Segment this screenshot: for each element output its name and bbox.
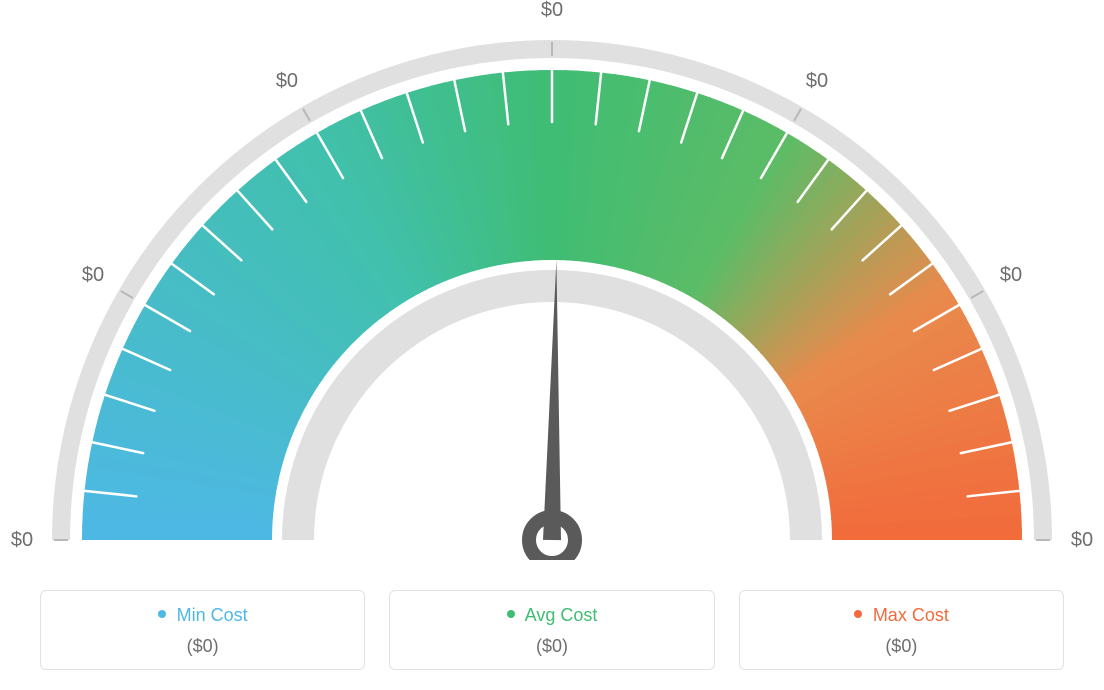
legend-card-min: Min Cost ($0) — [40, 590, 365, 670]
legend-label-avg: Avg Cost — [525, 605, 598, 625]
legend-dot-max — [854, 610, 862, 618]
gauge-tick-label: $0 — [1071, 529, 1093, 551]
legend-title-max: Max Cost — [750, 605, 1053, 626]
legend-dot-min — [158, 610, 166, 618]
legend-value-avg: ($0) — [400, 636, 703, 657]
legend-title-min: Min Cost — [51, 605, 354, 626]
gauge-tick-label: $0 — [276, 70, 298, 92]
legend-card-max: Max Cost ($0) — [739, 590, 1064, 670]
gauge-tick-label: $0 — [82, 264, 104, 286]
legend-value-min: ($0) — [51, 636, 354, 657]
gauge-cost-chart: $0 $0 $0 $0 $0 $0 $0 Min Cost ($0) Avg Cost ($… — [0, 0, 1104, 690]
gauge-tick-label: $0 — [541, 0, 563, 21]
legend-label-min: Min Cost — [177, 605, 248, 625]
legend-value-max: ($0) — [750, 636, 1053, 657]
legend-dot-avg — [507, 610, 515, 618]
legend-row: Min Cost ($0) Avg Cost ($0) Max Cost ($0… — [40, 590, 1064, 670]
gauge-tick-label: $0 — [1000, 264, 1022, 286]
gauge-tick-label: $0 — [11, 529, 33, 551]
gauge-svg: $0 $0 $0 $0 $0 $0 $0 — [0, 0, 1104, 560]
gauge-area: $0 $0 $0 $0 $0 $0 $0 — [0, 0, 1104, 560]
legend-label-max: Max Cost — [873, 605, 949, 625]
legend-card-avg: Avg Cost ($0) — [389, 590, 714, 670]
gauge-tick-label: $0 — [806, 70, 828, 92]
legend-title-avg: Avg Cost — [400, 605, 703, 626]
